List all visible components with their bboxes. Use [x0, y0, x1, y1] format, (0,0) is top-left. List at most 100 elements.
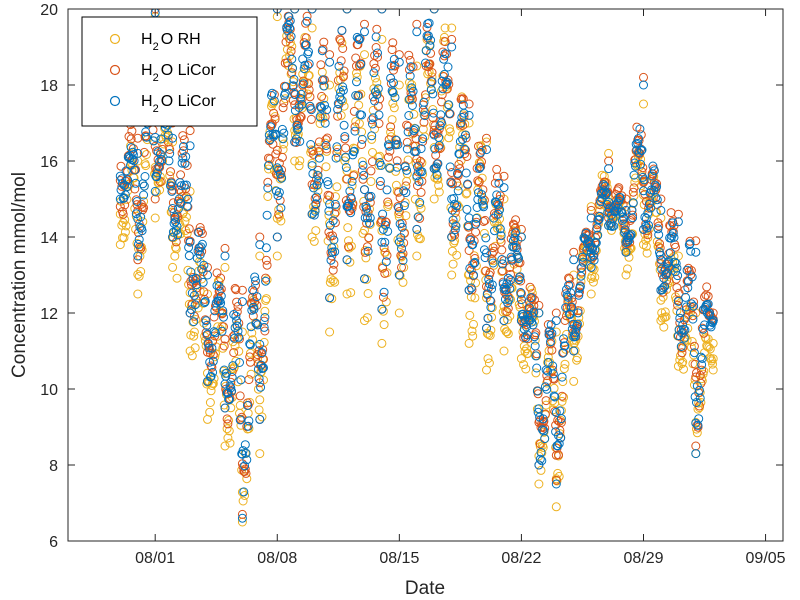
data-point [634, 148, 644, 158]
data-point [139, 190, 149, 200]
data-point [307, 23, 317, 33]
data-point [490, 197, 500, 207]
data-point [394, 203, 404, 213]
data-point [635, 124, 645, 134]
data-point [416, 144, 426, 154]
data-point [127, 126, 137, 136]
data-point [153, 147, 163, 157]
data-point [349, 171, 359, 181]
data-point [367, 115, 377, 125]
data-point [245, 339, 255, 349]
data-point [521, 364, 531, 374]
data-point [384, 141, 394, 151]
data-point [515, 258, 525, 268]
data-point [279, 128, 289, 138]
data-point [338, 72, 348, 82]
legend: H2 O RH H2 O LiCor H2 O LiCor [81, 16, 258, 127]
data-point [290, 156, 300, 166]
data-point [502, 327, 512, 337]
data-point [615, 193, 625, 202]
data-point [344, 198, 354, 208]
data-point [394, 207, 404, 216]
data-point [686, 266, 696, 275]
data-point [551, 316, 561, 326]
data-point [415, 234, 425, 244]
data-point [455, 142, 465, 152]
data-point [578, 257, 588, 267]
data-point [393, 202, 403, 211]
data-point [453, 168, 462, 178]
data-point [697, 376, 707, 386]
data-point [133, 251, 143, 261]
data-point [621, 238, 631, 247]
data-point [377, 304, 387, 314]
data-point [317, 103, 327, 113]
data-point [189, 327, 199, 337]
data-point [171, 242, 180, 252]
data-point [488, 243, 498, 253]
data-point [298, 87, 308, 97]
data-point [577, 263, 587, 273]
data-point [142, 132, 151, 142]
data-point [427, 72, 437, 82]
data-point [187, 288, 197, 298]
data-point [223, 433, 233, 443]
data-point [319, 37, 329, 47]
data-point [232, 321, 242, 331]
data-point [231, 356, 241, 366]
data-point [668, 228, 678, 238]
data-point [434, 187, 444, 197]
legend-label: H2 O LiCor [141, 93, 216, 115]
data-point [305, 92, 315, 102]
data-point [228, 332, 238, 342]
data-point [141, 131, 151, 141]
data-point [688, 311, 698, 321]
data-point [490, 226, 499, 236]
data-point [275, 169, 285, 179]
data-point [357, 157, 367, 167]
data-point [273, 164, 283, 174]
data-point [668, 218, 678, 228]
data-point [679, 364, 688, 374]
data-point [205, 372, 215, 382]
data-point [258, 345, 268, 355]
data-point [573, 308, 583, 318]
data-point [325, 80, 335, 90]
data-point [560, 316, 570, 325]
data-point [349, 170, 359, 180]
data-point [673, 296, 683, 306]
data-point [325, 277, 335, 287]
data-point [470, 293, 480, 303]
data-point [198, 277, 208, 287]
data-point [139, 147, 149, 157]
data-point [133, 255, 143, 265]
data-point [429, 164, 439, 174]
data-point [639, 80, 648, 90]
data-point [665, 248, 675, 258]
data-point [623, 237, 632, 247]
data-point [373, 48, 382, 58]
data-point [464, 269, 474, 279]
data-point [272, 163, 282, 173]
data-point [389, 103, 399, 113]
data-point [262, 260, 272, 270]
data-point [325, 199, 335, 209]
data-point [376, 160, 386, 170]
data-point [519, 324, 529, 334]
data-point [536, 465, 546, 475]
data-point [621, 247, 631, 257]
data-point [628, 210, 638, 220]
data-point [444, 133, 454, 143]
data-point [336, 95, 346, 105]
data-point [180, 216, 190, 226]
data-point [257, 348, 267, 358]
data-point [483, 354, 493, 364]
data-point [447, 270, 457, 280]
data-point [328, 231, 337, 241]
data-point [530, 335, 540, 345]
data-point [693, 420, 703, 430]
data-point [569, 255, 579, 265]
data-point [366, 177, 376, 186]
data-point [380, 268, 390, 278]
data-point [238, 496, 248, 506]
